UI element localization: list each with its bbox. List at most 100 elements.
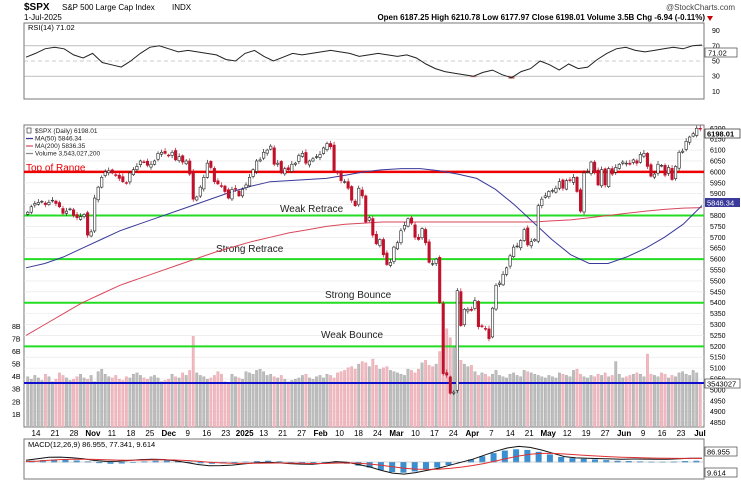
- price-tick-label: 5300: [710, 322, 726, 329]
- price-tick-label: 5450: [710, 289, 726, 296]
- candle-body: [586, 171, 590, 173]
- candle-body: [314, 156, 319, 158]
- volume-bar: [670, 375, 674, 428]
- volume-bar: [617, 373, 621, 428]
- ma50-tag: 5846.34: [707, 199, 734, 208]
- candle-body: [385, 252, 389, 265]
- candle: [93, 194, 97, 233]
- candle: [86, 210, 90, 238]
- price-tick-label: 5550: [710, 268, 726, 275]
- candle: [124, 181, 128, 185]
- volume-bar: [477, 375, 480, 428]
- candle: [212, 166, 216, 185]
- candle-body: [674, 166, 678, 179]
- volume-bar: [603, 372, 607, 428]
- candle: [480, 323, 484, 329]
- candle: [219, 182, 223, 189]
- date-tick-label: 17: [430, 429, 439, 438]
- candle-body: [167, 154, 171, 157]
- volume-bar: [198, 375, 202, 428]
- candle: [156, 151, 160, 162]
- candle-body: [325, 143, 329, 150]
- candle-body: [350, 186, 354, 201]
- candle-body: [529, 241, 533, 247]
- macd-hist-bar: [434, 462, 441, 468]
- candle-body: [61, 208, 65, 214]
- candle: [248, 174, 252, 188]
- candle: [462, 307, 466, 327]
- candle: [135, 163, 139, 172]
- volume-bar: [350, 366, 354, 428]
- price-tick-label: 6100: [710, 148, 726, 155]
- date-tick-label: 21: [278, 429, 287, 438]
- candle-body: [177, 156, 181, 162]
- volume-bar: [251, 373, 255, 428]
- candle-body: [329, 143, 333, 148]
- date-tick-label: 13: [259, 429, 268, 438]
- candle-body: [364, 195, 368, 223]
- candle-body: [286, 167, 290, 171]
- candle-body: [209, 161, 213, 168]
- candle-body: [624, 162, 628, 165]
- candle: [417, 234, 421, 241]
- volume-bar: [244, 371, 248, 428]
- candle: [68, 207, 72, 211]
- candle-body: [452, 391, 456, 394]
- volume-bar: [343, 370, 347, 428]
- volume-bar: [160, 381, 163, 428]
- candle: [240, 187, 245, 198]
- candle: [374, 230, 378, 246]
- candle-body: [681, 150, 685, 153]
- date-tick-label: 23: [677, 429, 686, 438]
- candle-body: [195, 196, 199, 201]
- candle: [473, 297, 477, 311]
- candle: [371, 215, 375, 238]
- candle: [656, 160, 660, 176]
- candle: [684, 138, 688, 152]
- candle-body: [498, 282, 502, 285]
- macd-hist-bar: [445, 462, 452, 466]
- candle-body: [600, 169, 604, 187]
- candle: [364, 194, 368, 224]
- candle: [314, 154, 319, 160]
- candle: [307, 159, 311, 168]
- macd-hist-bar: [51, 459, 58, 463]
- volume-bar: [163, 380, 167, 428]
- volume-bar: [677, 372, 681, 428]
- candle-body: [388, 262, 392, 266]
- candle: [395, 240, 399, 251]
- candle: [205, 159, 209, 179]
- candle-body: [251, 169, 255, 177]
- candle-body: [145, 160, 150, 166]
- volume-bar: [47, 376, 51, 428]
- candle: [522, 227, 526, 242]
- volume-tick-label: 7B: [12, 336, 21, 343]
- candle: [318, 151, 322, 161]
- volume-bar: [311, 379, 315, 428]
- candle: [184, 159, 188, 166]
- candle: [614, 164, 618, 175]
- candle-body: [36, 202, 40, 205]
- candle-body: [406, 218, 410, 227]
- candle: [57, 200, 61, 209]
- candle-body: [188, 160, 192, 175]
- candle: [543, 192, 547, 199]
- volume-bar: [177, 377, 181, 428]
- candle-body: [33, 203, 37, 206]
- candle: [332, 141, 336, 173]
- candle-body: [603, 168, 607, 186]
- volume-bar: [325, 373, 329, 428]
- rsi-tick-label: 10: [712, 89, 720, 96]
- candle-body: [578, 189, 583, 212]
- candle: [131, 167, 135, 177]
- volume-bar: [188, 370, 192, 428]
- rsi-panel: RSI(14) 71.02 90 70 50 30 10 71.02: [23, 22, 738, 100]
- volume-bar: [124, 376, 128, 428]
- volume-bar: [357, 363, 361, 428]
- volume-bar: [191, 336, 195, 428]
- candle: [100, 175, 104, 189]
- macd-hist-bar: [231, 462, 238, 464]
- volume-bar: [396, 372, 399, 428]
- date-tick-label: 14: [506, 429, 515, 438]
- candle-body: [445, 372, 449, 376]
